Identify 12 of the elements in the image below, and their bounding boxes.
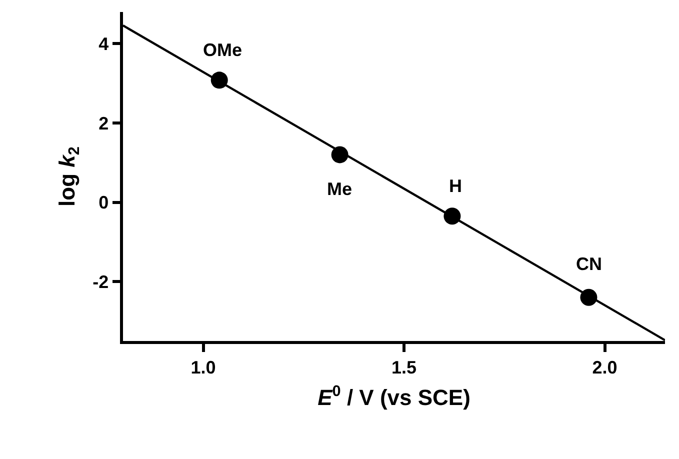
annotation: OMe xyxy=(203,40,242,60)
y-tick-label: 4 xyxy=(98,34,109,54)
annotation: CN xyxy=(576,254,602,274)
x-axis-title: E$^{0}$ / V (vs SCE) xyxy=(318,383,470,410)
y-tick-label: 2 xyxy=(98,113,109,134)
annotation: H xyxy=(449,176,462,196)
annotation: Me xyxy=(327,179,352,199)
x-tick-label: 1.5 xyxy=(392,357,417,378)
x-tick-label: 1.0 xyxy=(190,357,216,378)
y-tick-label: 0 xyxy=(98,192,109,213)
x-tick-label: 2.0 xyxy=(592,357,618,378)
y-tick-label: -2 xyxy=(92,272,109,292)
